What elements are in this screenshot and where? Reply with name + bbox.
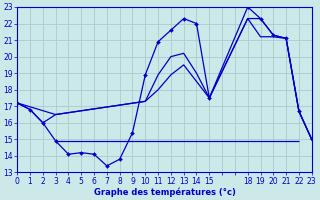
X-axis label: Graphe des températures (°c): Graphe des températures (°c) [93,187,236,197]
